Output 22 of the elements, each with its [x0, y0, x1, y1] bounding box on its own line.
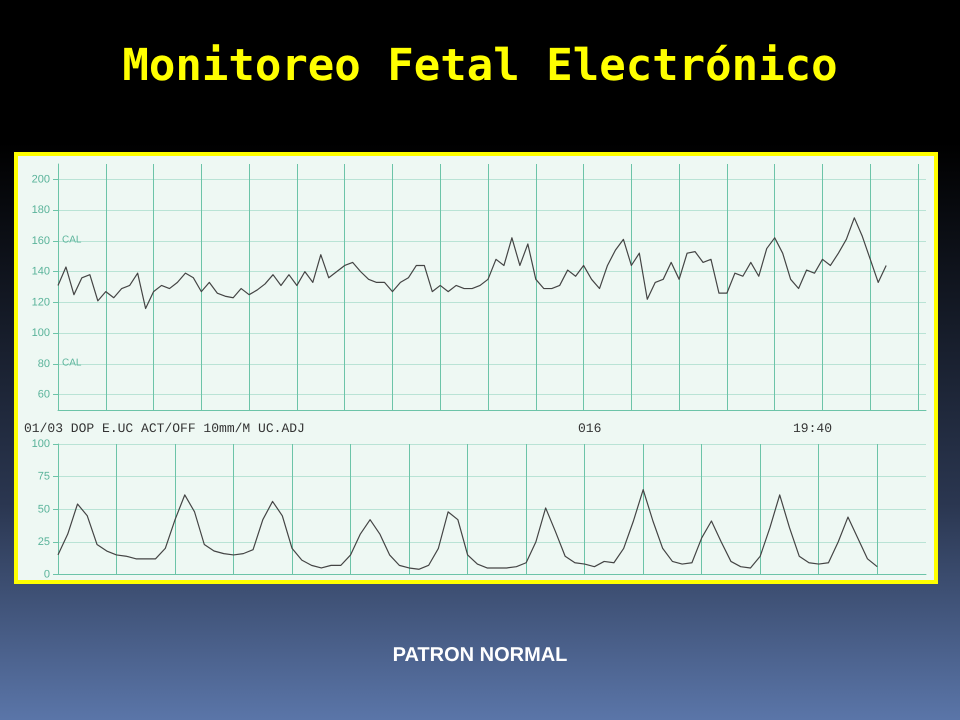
- y-tick-label: 140: [32, 266, 50, 278]
- y-tick-label: 25: [38, 536, 50, 548]
- y-tick-label: 200: [32, 173, 50, 186]
- text: PATRON NORMAL: [392, 644, 568, 667]
- y-tick-label: 60: [38, 388, 50, 401]
- y-tick-label: 50: [38, 503, 50, 516]
- y-tick-label: 120: [32, 296, 50, 308]
- annotation: CAL: [62, 357, 82, 368]
- line-series: [57, 217, 887, 310]
- y-tick-label: 100: [32, 327, 50, 340]
- text: 01/03 DOP E.UC ACT/OFF 10mm/M UC.ADJ: [24, 421, 305, 436]
- y-tick-label: 0: [44, 568, 50, 580]
- line-series: [57, 489, 878, 570]
- y-tick-label: 80: [38, 358, 50, 370]
- y-tick-label: 180: [32, 204, 50, 216]
- y-tick-label: 75: [38, 470, 50, 483]
- y-tick-label: 100: [32, 438, 50, 450]
- chart-title: Monitoreo Fetal Electrónico: [121, 40, 839, 91]
- annotation: CAL: [62, 234, 82, 246]
- text: 19:40: [793, 421, 832, 436]
- text: 016: [578, 421, 602, 436]
- y-tick-label: 160: [32, 234, 50, 247]
